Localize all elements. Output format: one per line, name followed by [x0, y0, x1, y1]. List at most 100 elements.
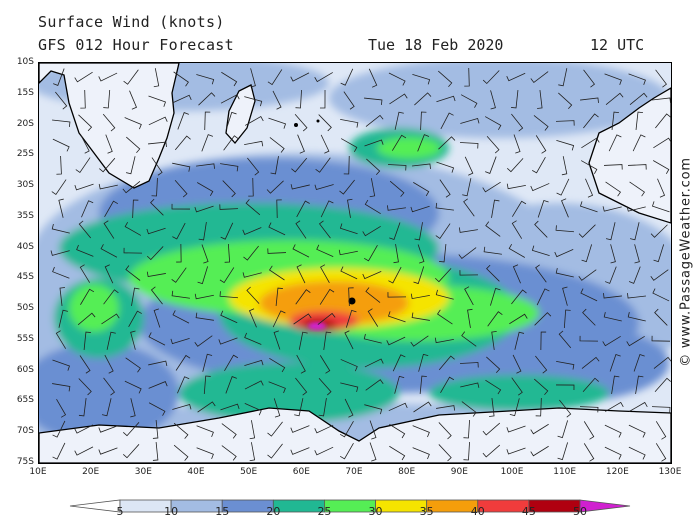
wind-barb: [201, 134, 214, 152]
wind-barb: [629, 222, 640, 241]
islands: [294, 119, 356, 305]
wind-barb: [106, 331, 116, 350]
wind-barb: [129, 90, 138, 110]
wind-barb: [52, 383, 71, 392]
longitude-label: 120E: [605, 467, 629, 477]
wind-barb: [348, 287, 354, 307]
wind-barb: [318, 398, 327, 417]
wind-barb: [389, 423, 406, 439]
wind-barb: [340, 138, 358, 152]
wind-barb: [506, 447, 526, 455]
wind-barb: [366, 158, 381, 176]
wind-barb: [247, 157, 260, 176]
wind-barb: [464, 156, 474, 176]
wind-barb: [314, 72, 333, 83]
wind-barb: [148, 332, 166, 346]
wind-barb: [530, 71, 549, 84]
wind-barb: [417, 134, 430, 152]
wind-barb: [555, 225, 575, 233]
wind-barb: [438, 422, 452, 440]
wind-barb: [249, 420, 256, 440]
latitude-label: 75S: [16, 457, 34, 467]
wind-barb: [52, 266, 70, 279]
wind-barb: [394, 111, 404, 130]
wind-barb: [148, 116, 168, 126]
wind-barb: [75, 157, 91, 173]
wind-barb: [535, 264, 547, 283]
wind-barb: [344, 398, 354, 418]
wind-barb: [203, 375, 211, 395]
wind-barb: [340, 266, 358, 280]
wind-barb: [387, 205, 406, 211]
wind-barb: [172, 222, 186, 240]
wind-barb: [74, 71, 93, 83]
copyright-text: © www.PassageWeather.com: [678, 157, 694, 367]
wind-barb: [487, 311, 503, 327]
wind-barb: [153, 308, 161, 328]
wind-barb: [626, 206, 646, 212]
wind-barb: [202, 353, 213, 372]
africa: [39, 63, 180, 189]
wind-barb: [77, 312, 96, 326]
wind-barb: [362, 271, 382, 280]
wind-barb: [506, 72, 526, 82]
wind-barb: [267, 443, 283, 459]
longitude-label: 80E: [398, 467, 416, 477]
wind-barb: [221, 423, 237, 439]
colorbar-label: 20: [266, 505, 281, 518]
wind-barb: [225, 376, 237, 394]
wind-barb: [391, 134, 407, 151]
wind-barb: [55, 330, 67, 349]
wind-barb: [128, 310, 142, 328]
wind-barb: [177, 376, 190, 394]
wind-barb: [177, 112, 189, 130]
wind-barb: [58, 198, 64, 218]
wind-barb: [434, 268, 452, 283]
wind-barb: [461, 331, 477, 347]
date-label: Tue 18 Feb 2020: [368, 36, 504, 54]
wind-barb: [53, 68, 65, 86]
latitude-label: 45S: [16, 272, 34, 283]
wind-barb: [483, 246, 502, 255]
longitude-label: 20E: [82, 467, 100, 477]
wind-barb: [414, 222, 423, 241]
colorbar-label: 40: [470, 505, 485, 518]
wind-barb: [627, 164, 647, 170]
wind-barb: [290, 425, 310, 433]
wind-barb: [508, 243, 526, 258]
wind-barb: [491, 199, 500, 218]
wind-barb: [509, 313, 528, 325]
wind-barb: [537, 90, 543, 109]
wind-barb: [581, 244, 593, 263]
wind-barb: [78, 220, 92, 239]
wind-barb: [368, 68, 378, 88]
wind-barb: [125, 357, 141, 373]
wind-barb: [124, 380, 142, 394]
wind-barb: [195, 312, 214, 321]
wind-barb: [250, 68, 256, 88]
wind-barb: [297, 134, 305, 154]
wind-barb: [243, 245, 259, 261]
wind-barb: [367, 308, 379, 327]
wind-barb: [583, 69, 595, 88]
wind-barb: [340, 68, 354, 86]
wind-barb: [459, 362, 479, 368]
colorbar-label: 5: [116, 505, 124, 518]
wind-barb: [272, 310, 286, 328]
latitude-label: 25S: [16, 149, 34, 160]
wind-barb: [50, 250, 70, 256]
wind-barb: [318, 378, 332, 396]
wind-barb: [267, 69, 283, 86]
wind-barb: [197, 401, 216, 413]
longitude-label: 10E: [29, 467, 47, 477]
wind-barb: [198, 222, 207, 241]
wind-barb: [319, 89, 326, 109]
wind-barb: [532, 156, 546, 174]
wind-barb: [196, 74, 215, 85]
wind-barb: [365, 114, 384, 127]
wind-barb: [152, 420, 159, 439]
wind-barb: [146, 227, 166, 235]
wind-barb: [558, 92, 573, 110]
wind-barb: [632, 134, 646, 152]
wind-barbs: [50, 67, 671, 462]
